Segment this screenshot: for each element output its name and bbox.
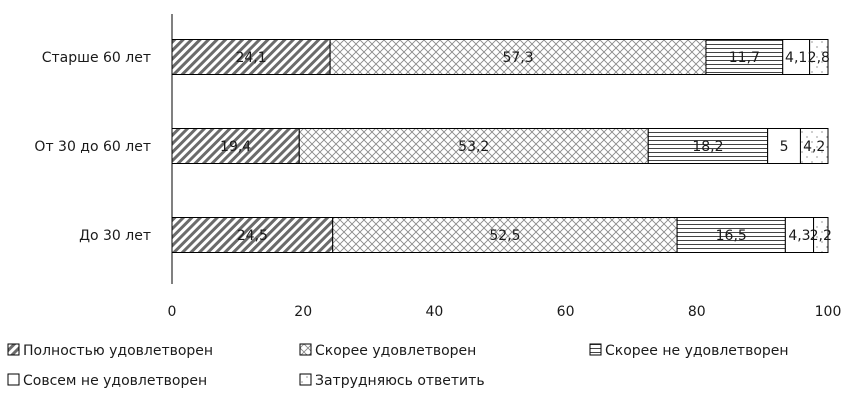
data-label: 53,2 [458,139,489,155]
legend-label: Скорее удовлетворен [315,343,476,359]
data-label: 52,5 [489,228,520,244]
x-tick-label: 80 [688,304,706,320]
category-label: Старше 60 лет [42,50,151,66]
data-label: 4,1 [785,50,807,66]
bar-segment [298,128,649,164]
legend-swatch [299,373,312,386]
bar-group: 19,4 53,2 18,2 5 4,2 [171,128,829,164]
data-label: 16,5 [716,228,747,244]
data-label: 2,2 [810,228,832,244]
bar-segment [705,39,784,75]
data-label: 4,2 [803,139,825,155]
data-label: 24,5 [237,228,268,244]
data-label: 24,1 [235,50,266,66]
bar-segment [767,128,801,164]
data-label: 19,4 [220,139,251,155]
data-label: 11,7 [729,50,760,66]
bar-segment [813,217,829,253]
bar-segment [171,128,300,164]
legend-label: Полностью удовлетворен [23,343,213,359]
bar-segment [332,217,678,253]
bar-group: 24,5 52,5 16,5 4,3 2,2 [171,217,832,253]
data-label: 57,3 [502,50,533,66]
category-label: До 30 лет [79,228,151,244]
legend-item: Полностью удовлетворен [7,343,213,359]
data-label: 4,3 [788,228,810,244]
x-tick-label: 40 [425,304,443,320]
legend-label: Совсем не удовлетворен [23,373,207,389]
bar-segment [676,217,786,253]
bar-segment [171,39,331,75]
category-label: От 30 до 60 лет [34,139,151,155]
legend-swatch [7,373,20,386]
data-label: 18,2 [692,139,723,155]
bar-group: 24,1 57,3 11,7 4,1 2,8 [171,39,830,75]
bar-segment [809,39,829,75]
data-label: 2,8 [808,50,830,66]
bar-segment [784,217,815,253]
x-tick-label: 60 [557,304,575,320]
legend-swatch [7,343,20,356]
legend-item: Затрудняюсь ответить [299,373,485,389]
bar-segment [799,128,829,164]
bar-segment [329,39,707,75]
legend-label: Скорее не удовлетворен [605,343,789,359]
legend-item: Скорее удовлетворен [299,343,476,359]
legend-item: Скорее не удовлетворен [589,343,789,359]
legend-label: Затрудняюсь ответить [315,373,485,389]
legend: Полностью удовлетворен Скорее удовлетворе… [7,343,789,389]
x-tick-label: 100 [815,304,842,320]
legend-swatch [589,343,602,356]
x-tick-label: 0 [168,304,177,320]
data-label: 5 [780,139,789,155]
legend-swatch [299,343,312,356]
legend-item: Совсем не удовлетворен [7,373,207,389]
x-tick-label: 20 [294,304,312,320]
